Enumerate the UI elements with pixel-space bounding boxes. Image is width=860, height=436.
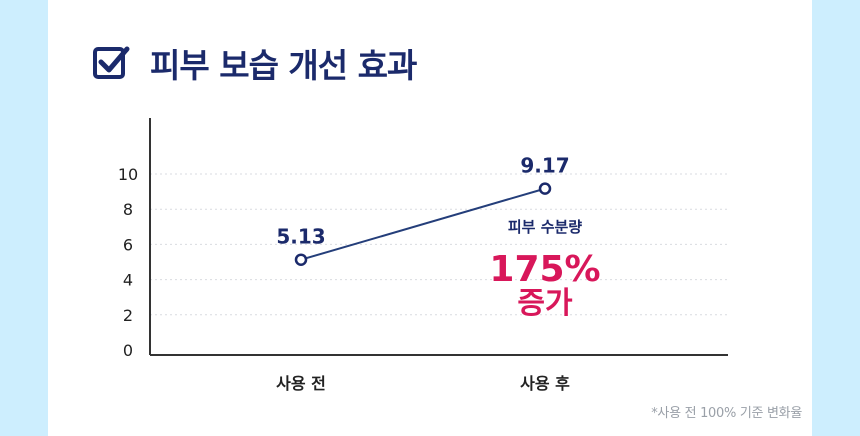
data-point	[538, 182, 552, 195]
y-tick-labels: 0 2 4 6 8 10	[118, 165, 138, 360]
annotation-label: 피부 수분량	[508, 218, 582, 236]
checkbox-checked-icon	[93, 46, 130, 79]
y-tick-label: 4	[123, 271, 133, 290]
grid-lines	[150, 173, 728, 316]
data-labels: 5.13 9.17	[276, 154, 569, 249]
y-tick-label: 8	[123, 200, 133, 219]
series-line	[300, 187, 546, 261]
data-label: 9.17	[520, 154, 569, 178]
series-line-path	[300, 187, 546, 261]
data-points	[294, 182, 552, 266]
page-title: 피부 보습 개선 효과	[150, 46, 417, 85]
data-label: 5.13	[276, 225, 325, 249]
annotation-percent: 175%	[489, 249, 600, 290]
y-tick-label: 2	[123, 306, 133, 325]
y-tick-label: 10	[118, 165, 138, 184]
data-point	[294, 253, 308, 266]
title-row: 피부 보습 개선 효과	[92, 38, 417, 88]
x-tick-labels: 사용 전 사용 후	[276, 374, 570, 393]
y-tick-label: 0	[123, 341, 133, 360]
x-tick-label: 사용 전	[276, 374, 326, 393]
footnote: *사용 전 100% 기준 변화율	[651, 406, 802, 421]
annotation-change: 증가	[517, 286, 573, 321]
chart-card	[48, 0, 812, 436]
y-tick-label: 6	[123, 235, 133, 254]
x-tick-label: 사용 후	[520, 374, 570, 393]
